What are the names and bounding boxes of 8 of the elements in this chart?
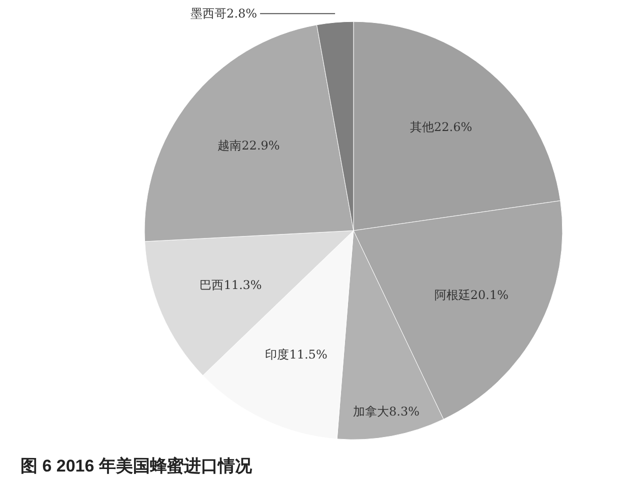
slice-label: 巴西11.3% [200, 278, 262, 292]
slice-label: 印度11.5% [265, 347, 328, 362]
slice-label: 阿根廷20.1% [434, 288, 509, 302]
slice-label: 越南22.9% [218, 138, 280, 153]
slice-label: 加拿大8.3% [352, 404, 420, 418]
text: 图 6 2016 年美国蜂蜜进口情况 [20, 456, 253, 476]
slice-label: 其他22.6% [410, 120, 472, 134]
slice-label: 墨西哥2.8% [190, 6, 258, 21]
